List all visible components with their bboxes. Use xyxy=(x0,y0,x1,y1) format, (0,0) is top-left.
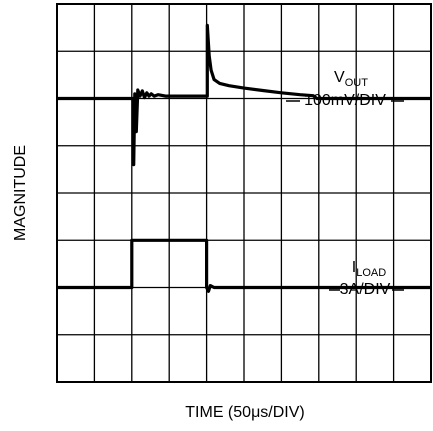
trace-vout xyxy=(57,23,431,167)
trace-iload xyxy=(57,238,431,293)
grid xyxy=(57,4,431,382)
iload-scale-label: 3A/DIV xyxy=(340,281,391,298)
iload-label: ILOAD xyxy=(352,259,386,279)
vout-scale-label: 100mV/DIV xyxy=(304,92,386,109)
y-axis-label: MAGNITUDE xyxy=(12,145,29,241)
vout-label: VOUT xyxy=(334,69,368,89)
traces xyxy=(57,23,431,293)
x-axis-label: TIME (50μs/DIV) xyxy=(185,404,304,421)
